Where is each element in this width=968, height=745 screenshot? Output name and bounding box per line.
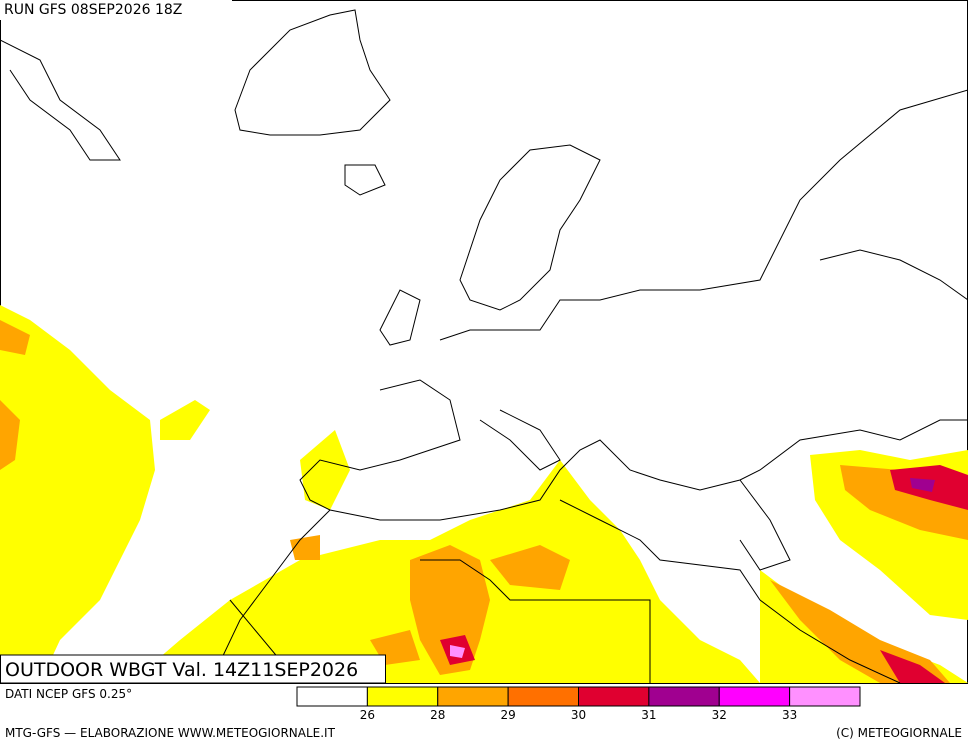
legend-swatch bbox=[578, 686, 650, 707]
coastline bbox=[0, 9, 968, 684]
legend-swatch bbox=[789, 686, 861, 707]
legend-tick-label: 32 bbox=[712, 708, 727, 722]
copyright-label: (C) METEOGIORNALE bbox=[836, 726, 962, 740]
legend-swatch bbox=[648, 686, 720, 707]
legend-swatch bbox=[437, 686, 509, 707]
legend-tick-label: 26 bbox=[360, 708, 375, 722]
legend-tick-label: 33 bbox=[782, 708, 797, 722]
map-title: OUTDOOR WBGT Val. 14Z11SEP2026 bbox=[5, 659, 358, 681]
legend-swatch bbox=[507, 686, 579, 707]
credit-label: MTG-GFS — ELABORAZIONE WWW.METEOGIORNALE… bbox=[5, 726, 336, 740]
run-label: RUN GFS 08SEP2026 18Z bbox=[4, 2, 182, 18]
source-label: DATI NCEP GFS 0.25° bbox=[5, 687, 132, 701]
legend-tick-label: 28 bbox=[430, 708, 445, 722]
legend-tick-label: 29 bbox=[500, 708, 515, 722]
legend-swatch bbox=[296, 686, 368, 707]
legend-tick-label: 31 bbox=[641, 708, 656, 722]
legend-swatch bbox=[718, 686, 791, 707]
legend: 26 28 29 30 31 32 33 bbox=[296, 686, 861, 722]
title-box bbox=[0, 654, 386, 684]
legend-swatch bbox=[366, 686, 439, 707]
heat-field bbox=[0, 305, 968, 683]
header-bg bbox=[0, 0, 232, 20]
legend-tick-label: 30 bbox=[571, 708, 586, 722]
